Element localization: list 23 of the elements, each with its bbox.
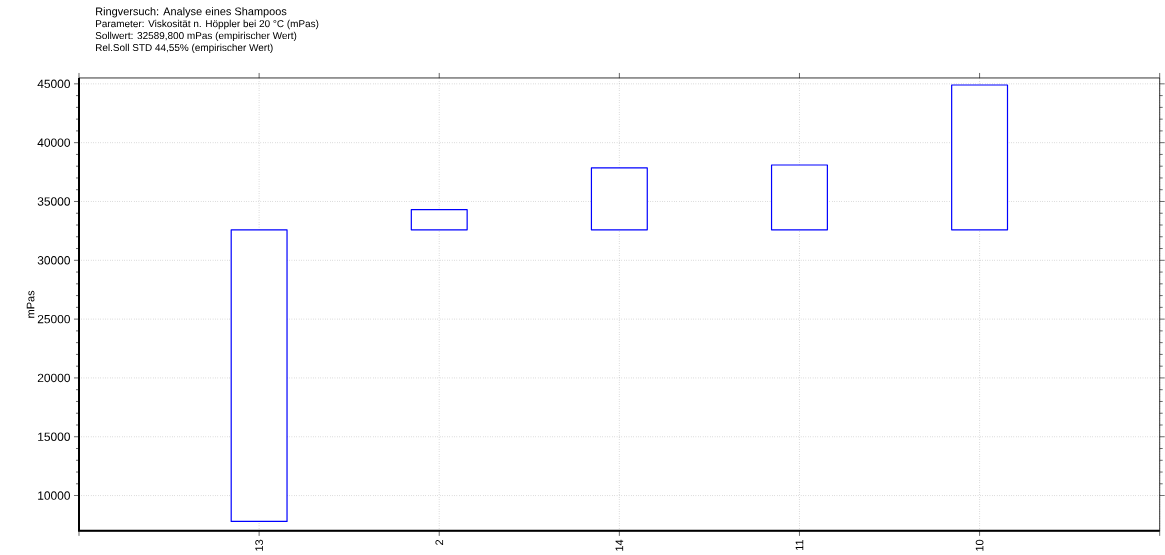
x-tick-label: 2 <box>435 539 444 545</box>
x-tick-label: 10 <box>975 539 984 551</box>
bar <box>951 84 1009 231</box>
y-tick-label: 20000 <box>37 373 71 383</box>
bar <box>410 209 468 231</box>
x-tick-label: 13 <box>255 539 263 551</box>
y-tick-label: 10000 <box>38 491 71 500</box>
y-axis-title: mPas <box>26 290 35 318</box>
y-tick-label: 15000 <box>38 432 71 442</box>
y-tick-label: 35000 <box>37 197 71 206</box>
x-tick-label: 11 <box>795 539 804 550</box>
text: Parameter: Viskosität n. Höppler bei 20 °C (mPas) <box>96 19 319 30</box>
x-tick-label: 14 <box>615 539 624 551</box>
text: Rel.Soll STD 44,55% (empirischer Wert) <box>96 43 273 54</box>
y-tick-label: 25000 <box>37 314 71 324</box>
bar <box>770 164 828 231</box>
y-tick-label: 40000 <box>37 138 71 147</box>
y-tick-label: 45000 <box>37 79 71 89</box>
bar <box>590 167 648 231</box>
chart-title: Ringversuch: Analyse eines Shampoos <box>96 7 287 18</box>
text: Sollwert: 32589,800 mPas (empirischer Wert) <box>95 31 297 42</box>
bar <box>230 229 288 523</box>
y-tick-label: 30000 <box>37 256 71 265</box>
